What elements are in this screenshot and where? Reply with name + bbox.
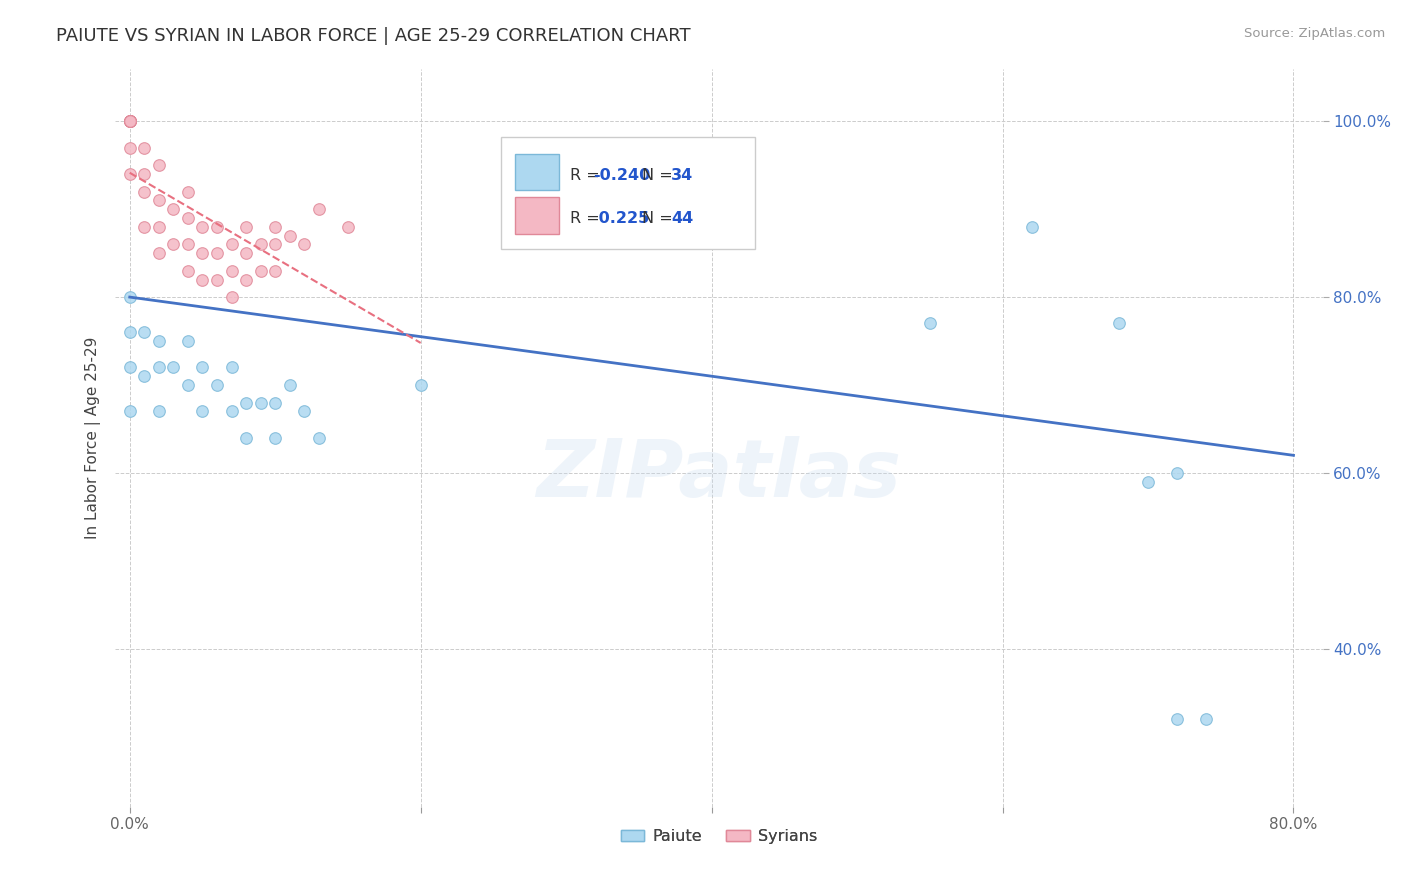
Point: [249, 263, 271, 277]
Point: [205, 272, 228, 286]
Point: [118, 325, 141, 339]
Text: N =: N =: [643, 168, 678, 183]
Point: [221, 290, 243, 304]
Point: [177, 378, 200, 392]
Point: [162, 360, 184, 375]
Point: [134, 167, 156, 181]
Point: [118, 114, 141, 128]
Point: [148, 158, 170, 172]
Point: [1137, 475, 1160, 489]
Text: 44: 44: [671, 211, 693, 227]
Point: [235, 219, 257, 234]
Point: [134, 325, 156, 339]
Point: [235, 395, 257, 409]
Point: [118, 167, 141, 181]
Point: [264, 263, 287, 277]
Point: [235, 431, 257, 445]
Point: [118, 114, 141, 128]
Point: [118, 360, 141, 375]
Point: [205, 378, 228, 392]
Point: [177, 263, 200, 277]
Point: [1108, 317, 1130, 331]
Point: [730, 228, 752, 243]
Point: [191, 404, 214, 418]
Point: [177, 237, 200, 252]
Text: -0.240: -0.240: [593, 168, 651, 183]
Point: [162, 237, 184, 252]
Text: R =: R =: [571, 168, 606, 183]
Text: 0.225: 0.225: [593, 211, 650, 227]
Point: [162, 202, 184, 217]
Point: [148, 360, 170, 375]
Point: [308, 202, 330, 217]
Point: [292, 237, 315, 252]
Point: [148, 246, 170, 260]
Point: [264, 395, 287, 409]
Point: [148, 334, 170, 348]
Point: [148, 194, 170, 208]
Point: [221, 237, 243, 252]
Text: Source: ZipAtlas.com: Source: ZipAtlas.com: [1244, 27, 1385, 40]
Text: 34: 34: [671, 168, 693, 183]
Legend: Paiute, Syrians: Paiute, Syrians: [614, 823, 824, 851]
Point: [191, 272, 214, 286]
Point: [308, 431, 330, 445]
Point: [221, 360, 243, 375]
Point: [118, 141, 141, 155]
Point: [148, 404, 170, 418]
Point: [1166, 712, 1188, 726]
Point: [134, 369, 156, 384]
Point: [191, 246, 214, 260]
Point: [118, 114, 141, 128]
Point: [205, 246, 228, 260]
Point: [177, 211, 200, 225]
Point: [249, 237, 271, 252]
Point: [118, 114, 141, 128]
Point: [1021, 219, 1043, 234]
Point: [177, 334, 200, 348]
Point: [134, 141, 156, 155]
Point: [249, 395, 271, 409]
Text: N =: N =: [643, 211, 678, 227]
Point: [118, 114, 141, 128]
Point: [278, 378, 301, 392]
Point: [118, 114, 141, 128]
Text: ZIPatlas: ZIPatlas: [536, 435, 901, 514]
Point: [221, 404, 243, 418]
Point: [118, 290, 141, 304]
Point: [264, 219, 287, 234]
Point: [918, 317, 941, 331]
Point: [118, 404, 141, 418]
Point: [409, 378, 432, 392]
Point: [292, 404, 315, 418]
Text: R =: R =: [571, 211, 606, 227]
Point: [278, 228, 301, 243]
Point: [177, 185, 200, 199]
Point: [134, 219, 156, 234]
Point: [221, 263, 243, 277]
Y-axis label: In Labor Force | Age 25-29: In Labor Force | Age 25-29: [86, 336, 101, 539]
Point: [134, 185, 156, 199]
Point: [148, 219, 170, 234]
Point: [205, 219, 228, 234]
Text: PAIUTE VS SYRIAN IN LABOR FORCE | AGE 25-29 CORRELATION CHART: PAIUTE VS SYRIAN IN LABOR FORCE | AGE 25…: [56, 27, 690, 45]
Point: [264, 431, 287, 445]
Point: [235, 246, 257, 260]
Point: [191, 360, 214, 375]
Point: [1195, 712, 1218, 726]
Point: [235, 272, 257, 286]
Point: [264, 237, 287, 252]
Point: [118, 114, 141, 128]
Point: [336, 219, 359, 234]
Point: [191, 219, 214, 234]
Point: [1166, 466, 1188, 480]
